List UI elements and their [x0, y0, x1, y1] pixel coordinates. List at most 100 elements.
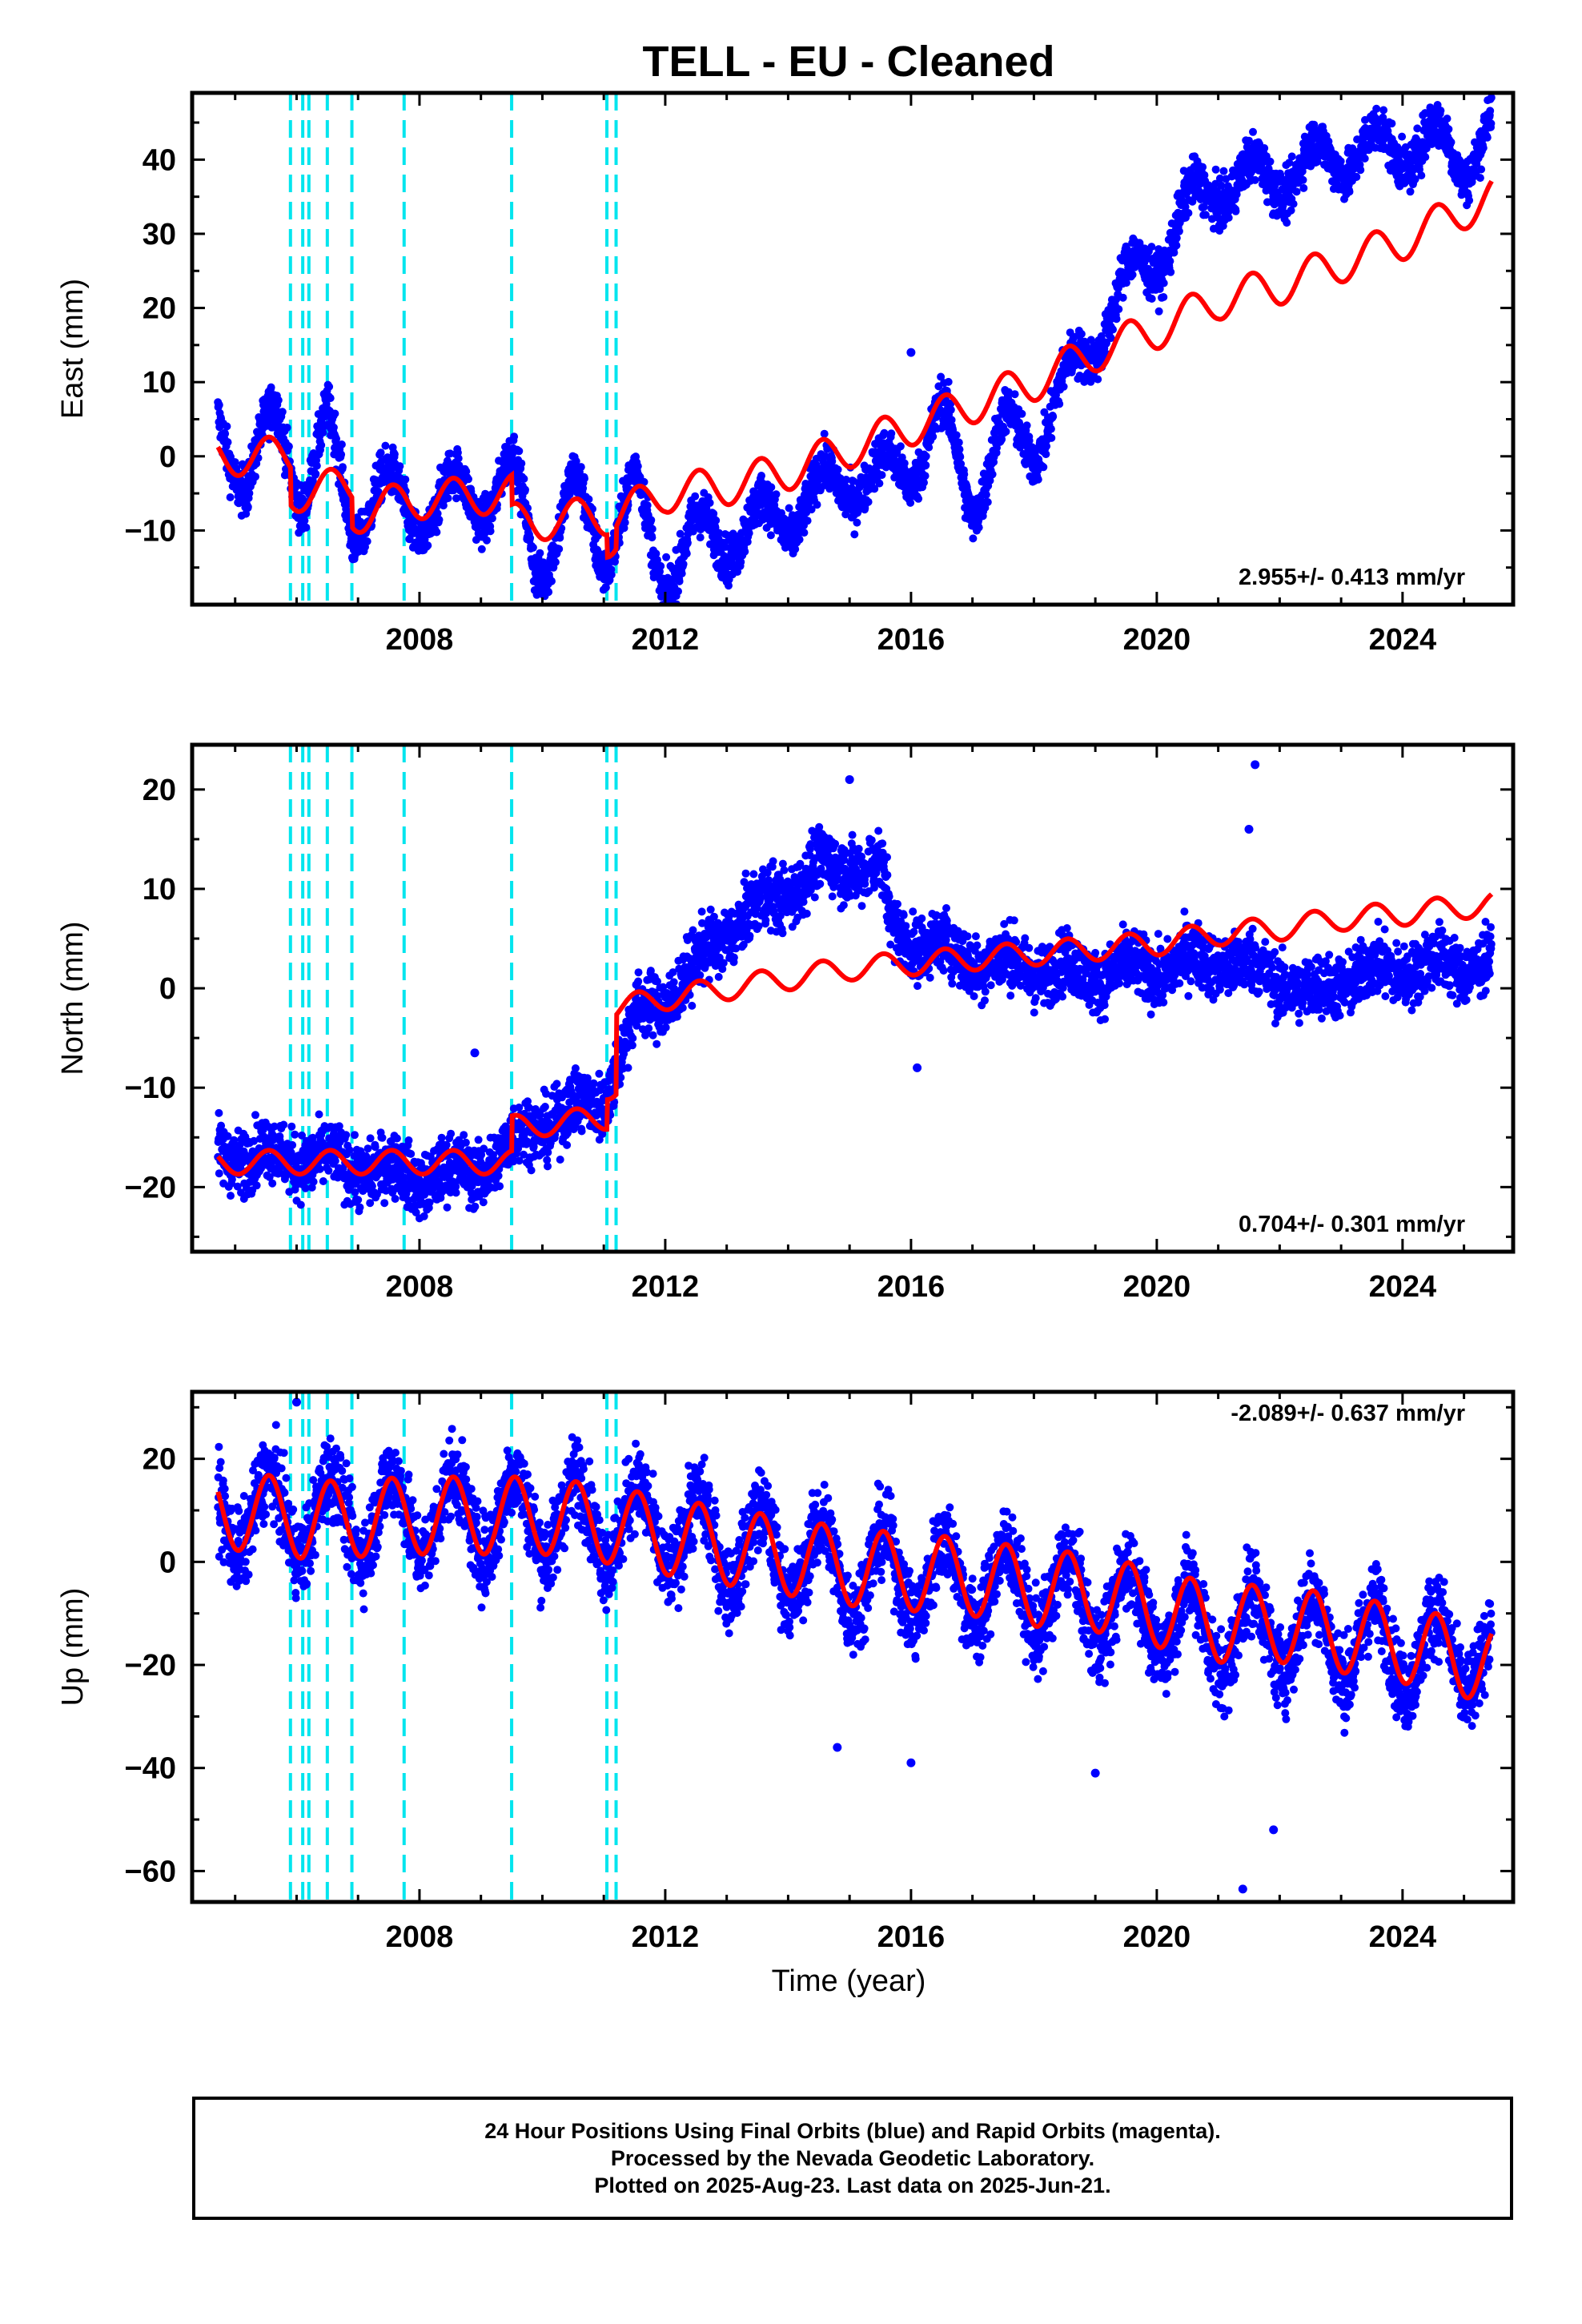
data-point: [620, 518, 629, 527]
data-point: [1289, 199, 1298, 208]
data-point: [1042, 450, 1050, 459]
data-point: [1444, 125, 1453, 134]
data-point: [381, 441, 390, 450]
data-point: [288, 1140, 297, 1149]
data-point: [354, 1196, 363, 1204]
data-point: [900, 459, 909, 468]
data-point: [1170, 248, 1178, 257]
data-point: [896, 442, 905, 451]
data-point: [954, 438, 963, 447]
data-point: [974, 523, 983, 532]
data-point: [1219, 167, 1228, 175]
data-point: [425, 1198, 434, 1207]
data-point: [853, 518, 861, 527]
data-point: [339, 463, 347, 472]
data-point: [1077, 330, 1086, 338]
data-point: [243, 502, 252, 511]
data-point: [1283, 219, 1291, 227]
data-point: [1047, 433, 1056, 442]
data-point: [1147, 243, 1156, 251]
data-point: [326, 394, 335, 403]
data-point: [1166, 267, 1175, 276]
data-point: [1260, 144, 1269, 152]
data-point: [223, 438, 232, 447]
y-tick-label: 30: [143, 218, 176, 251]
data-point: [767, 483, 776, 492]
data-point: [1166, 257, 1174, 266]
data-point: [877, 471, 886, 480]
data-point: [785, 504, 793, 513]
data-point: [675, 577, 684, 585]
data-point: [607, 570, 616, 579]
data-point: [925, 443, 934, 452]
data-point: [766, 531, 775, 540]
data-point: [251, 472, 259, 481]
data-point: [929, 432, 938, 441]
data-point: [221, 429, 230, 438]
data-point: [1299, 183, 1308, 192]
data-point: [407, 1149, 416, 1158]
data-point: [1049, 412, 1058, 421]
rate-label: 2.955+/- 0.413 mm/yr: [1239, 565, 1465, 590]
data-point: [268, 1179, 277, 1188]
data-point: [424, 541, 432, 550]
data-point: [712, 516, 721, 525]
data-point: [521, 485, 529, 494]
data-point: [1417, 171, 1426, 180]
data-point: [662, 553, 671, 561]
data-point: [576, 463, 585, 472]
data-point: [486, 527, 495, 536]
data-point: [1059, 382, 1068, 391]
data-point: [643, 501, 652, 509]
data-point: [279, 1120, 288, 1129]
data-point: [1094, 375, 1102, 384]
data-point: [324, 1166, 333, 1175]
data-point: [315, 1164, 324, 1173]
data-point: [1483, 133, 1492, 142]
data-point: [633, 462, 642, 471]
data-point: [1034, 475, 1042, 484]
data-point: [526, 533, 535, 542]
data-point: [1172, 241, 1181, 250]
data-point: [396, 462, 404, 471]
data-point: [1002, 427, 1010, 436]
data-point: [548, 577, 556, 585]
data-point: [315, 1110, 323, 1119]
data-point: [284, 442, 293, 451]
data-point: [520, 474, 528, 483]
data-point: [679, 560, 688, 569]
data-point: [483, 536, 491, 545]
data-point: [906, 498, 915, 507]
data-point: [795, 535, 804, 544]
data-point: [656, 613, 664, 621]
data-point: [1018, 409, 1026, 418]
data-point: [283, 424, 291, 432]
data-point: [772, 490, 781, 499]
y-tick-label: 40: [143, 143, 176, 177]
data-point: [325, 382, 334, 391]
y-tick-label: 0: [159, 440, 176, 474]
data-point: [946, 405, 955, 414]
data-point: [267, 383, 275, 392]
data-point: [223, 422, 231, 431]
y-tick-label: 20: [143, 292, 176, 326]
data-point: [580, 474, 588, 483]
data-point: [864, 497, 873, 506]
data-point: [291, 1130, 299, 1139]
data-point: [390, 450, 399, 459]
data-point: [215, 1169, 223, 1178]
data-point: [355, 1203, 364, 1212]
data-point: [263, 417, 272, 426]
data-point: [813, 501, 821, 509]
data-point: [363, 1144, 372, 1153]
data-point: [252, 1181, 261, 1190]
data-point: [682, 549, 691, 558]
y-axis-label: East (mm): [56, 279, 90, 419]
data-point: [1118, 293, 1127, 302]
data-point: [1251, 175, 1259, 184]
data-point: [875, 479, 884, 488]
data-point: [231, 458, 239, 467]
data-point: [312, 461, 321, 470]
outlier-point: [906, 348, 916, 357]
